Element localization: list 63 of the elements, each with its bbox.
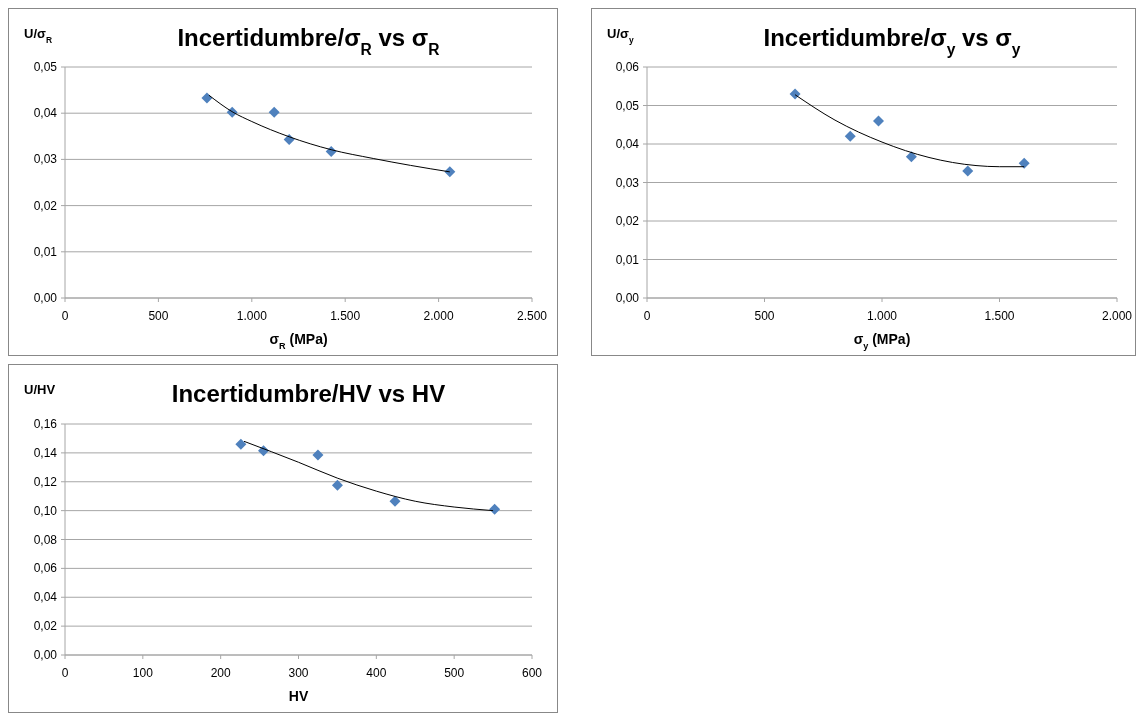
x-axis-title: HV	[288, 688, 309, 704]
x-tick-label: 2.000	[1101, 309, 1133, 323]
y-tick-label: 0,05	[33, 60, 58, 74]
x-tick-label: 2.000	[423, 309, 454, 323]
y-tick-label: 0,02	[33, 198, 58, 213]
point	[389, 495, 401, 507]
y-tick-label: 0,14	[33, 445, 58, 460]
y-tick-label: 0,01	[615, 252, 640, 267]
x-tick-label: 1.000	[866, 309, 898, 323]
point	[201, 92, 213, 104]
point	[789, 88, 801, 100]
chart-title: Incertidumbre/σ$_{R}$ vs σ$_{R}$	[177, 24, 440, 58]
x-tick-label: 2.500	[516, 309, 548, 323]
point	[844, 130, 856, 142]
y-axis-title: U/σ$_{R}$	[24, 26, 52, 45]
x-tick-label: 600	[521, 666, 543, 680]
y-tick-label: 0,16	[33, 417, 58, 431]
y-tick-label: 0,04	[33, 590, 58, 605]
chart-title: Incertidumbre/HV vs HV	[171, 380, 446, 407]
y-tick-label: 0,00	[33, 291, 58, 305]
point	[444, 166, 456, 178]
x-tick-label: 300	[288, 666, 309, 680]
point	[235, 438, 247, 450]
x-axis-title: σ$_{y}$ (MPa)	[853, 331, 911, 351]
y-tick-label: 0,06	[615, 60, 640, 74]
x-tick-label: 500	[444, 666, 465, 680]
y-tick-label: 0,05	[615, 98, 640, 113]
x-tick-label: 100	[132, 666, 154, 680]
x-tick-label: 1.500	[330, 309, 361, 323]
y-tick-label: 0,04	[33, 106, 58, 121]
x-axis-title: σ$_{R}$ (MPa)	[269, 331, 328, 351]
point	[872, 115, 884, 127]
y-tick-label: 0,00	[33, 648, 58, 662]
x-tick-label: 1.500	[984, 309, 1015, 323]
chart-title: Incertidumbre/σ$_{y}$ vs σ$_{y}$	[763, 24, 1021, 58]
y-tick-label: 0,01	[33, 244, 58, 259]
y-tick-label: 0,04	[615, 137, 640, 151]
y-tick-label: 0,10	[33, 503, 58, 518]
point	[1018, 157, 1030, 169]
y-tick-label: 0,02	[33, 619, 58, 634]
x-tick-label: 500	[148, 309, 169, 323]
x-tick-label: 0	[61, 309, 69, 323]
x-tick-label: 500	[754, 309, 775, 323]
x-tick-label: 200	[210, 666, 231, 680]
y-tick-label: 0,06	[33, 561, 58, 576]
point	[331, 479, 343, 491]
point	[905, 151, 917, 163]
y-axis-title: U/σ$_{y}$	[607, 26, 634, 45]
x-tick-label: 0	[643, 309, 651, 323]
y-tick-label: 0,02	[615, 214, 640, 228]
y-tick-label: 0,03	[615, 175, 640, 190]
y-axis-title: U/HV	[24, 382, 56, 397]
y-tick-label: 0,00	[615, 291, 640, 305]
point	[489, 503, 501, 515]
y-tick-label: 0,08	[33, 532, 58, 547]
x-tick-label: 400	[366, 666, 387, 680]
x-tick-label: 0	[61, 666, 69, 680]
point	[268, 106, 280, 118]
x-tick-label: 1.000	[236, 309, 268, 323]
point	[312, 449, 324, 461]
y-tick-label: 0,03	[33, 152, 58, 167]
point	[962, 165, 974, 177]
y-tick-label: 0,12	[33, 474, 58, 489]
